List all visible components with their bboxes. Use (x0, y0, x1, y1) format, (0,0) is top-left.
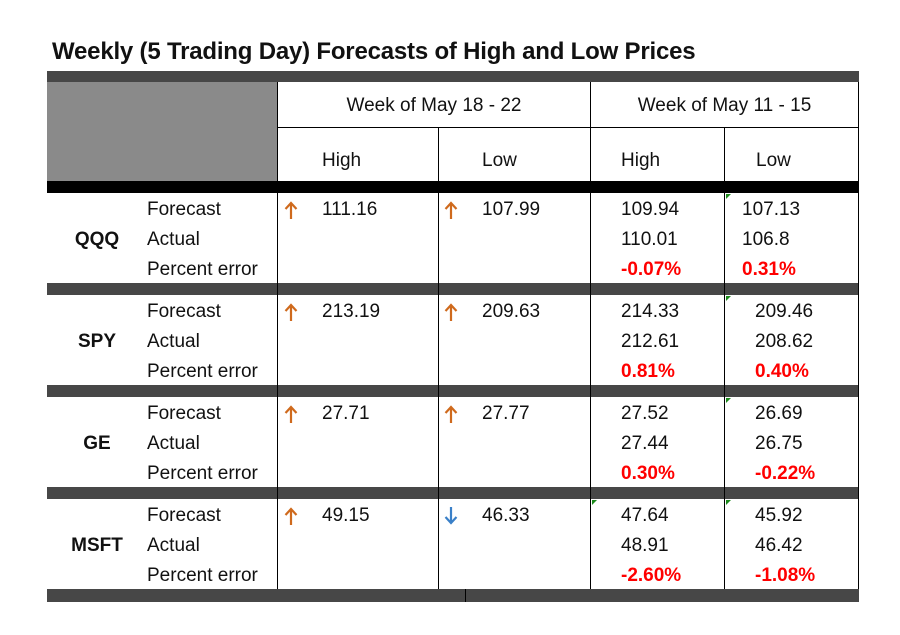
w2-high-forecast: 27.52 (621, 403, 669, 424)
w2-low-forecast: 45.92 (755, 505, 803, 526)
up-arrow-icon (444, 403, 458, 425)
w1-high-forecast: 49.15 (322, 505, 370, 526)
w2-high-actual: 212.61 (621, 331, 680, 352)
actual-label: Actual (147, 535, 200, 556)
w2-low-actual: 46.42 (755, 535, 803, 556)
ticker-label: GE (83, 433, 111, 454)
cell-indicator-icon (726, 296, 731, 301)
cell-indicator-icon (726, 398, 731, 403)
up-arrow-icon (284, 301, 298, 323)
group-separator (47, 283, 859, 295)
column-divider (724, 128, 725, 589)
header-gray-cell (47, 82, 277, 181)
table-top-bar (47, 71, 859, 82)
up-arrow-icon (444, 301, 458, 323)
w1-low-forecast: 209.63 (482, 301, 541, 322)
actual-label: Actual (147, 433, 200, 454)
table-bottom-bar (47, 589, 859, 602)
w1-high-header: High (322, 150, 362, 171)
column-divider (590, 82, 591, 589)
page-title: Weekly (5 Trading Day) Forecasts of High… (52, 38, 696, 65)
percent-error-label: Percent error (147, 361, 258, 382)
w2-low-forecast: 209.46 (755, 301, 814, 322)
w2-low-actual: 106.8 (742, 229, 790, 250)
up-arrow-icon (444, 199, 458, 221)
column-divider (277, 82, 278, 589)
w1-low-forecast: 107.99 (482, 199, 541, 220)
ticker-label: QQQ (74, 229, 120, 250)
w1-low-forecast: 46.33 (482, 505, 530, 526)
w1-high-forecast: 27.71 (322, 403, 370, 424)
w2-low-error: 0.40% (755, 361, 809, 382)
column-divider (438, 128, 439, 589)
w2-high-error: 0.81% (621, 361, 675, 382)
header-bottom-bar (47, 181, 859, 193)
w1-high-forecast: 111.16 (322, 199, 378, 220)
w2-high-forecast: 214.33 (621, 301, 680, 322)
percent-error-label: Percent error (147, 565, 258, 586)
w2-low-error: -0.22% (755, 463, 816, 484)
w2-high-error: -2.60% (621, 565, 682, 586)
group-separator (47, 487, 859, 499)
w2-low-actual: 208.62 (755, 331, 814, 352)
header-divider (277, 127, 859, 128)
w2-high-forecast: 47.64 (621, 505, 669, 526)
w2-low-error: -1.08% (755, 565, 816, 586)
w2-high-forecast: 109.94 (621, 199, 680, 220)
w1-low-forecast: 27.77 (482, 403, 530, 424)
w2-low-error: 0.31% (742, 259, 796, 280)
up-arrow-icon (284, 199, 298, 221)
down-arrow-icon (444, 505, 458, 527)
forecast-label: Forecast (147, 301, 221, 322)
w2-high-actual: 27.44 (621, 433, 669, 454)
forecast-label: Forecast (147, 403, 221, 424)
actual-label: Actual (147, 229, 200, 250)
ticker-label: MSFT (71, 535, 123, 556)
column-divider-tick (465, 589, 466, 602)
percent-error-label: Percent error (147, 259, 258, 280)
w2-high-header: High (621, 150, 661, 171)
w2-low-actual: 26.75 (755, 433, 803, 454)
w2-low-forecast: 26.69 (755, 403, 803, 424)
percent-error-label: Percent error (147, 463, 258, 484)
week1-header: Week of May 18 - 22 (346, 95, 522, 116)
forecast-label: Forecast (147, 199, 221, 220)
w2-low-header: Low (756, 150, 791, 171)
cell-indicator-icon (726, 194, 731, 199)
up-arrow-icon (284, 403, 298, 425)
forecast-label: Forecast (147, 505, 221, 526)
ticker-label: SPY (77, 331, 117, 352)
column-divider (858, 82, 859, 589)
w2-high-actual: 110.01 (621, 229, 678, 250)
w2-high-error: 0.30% (621, 463, 675, 484)
w1-high-forecast: 213.19 (322, 301, 381, 322)
cell-indicator-icon (726, 500, 731, 505)
group-separator (47, 385, 859, 397)
week2-header: Week of May 11 - 15 (637, 95, 812, 116)
w2-high-error: -0.07% (621, 259, 682, 280)
actual-label: Actual (147, 331, 200, 352)
forecast-table: Week of May 18 - 22 Week of May 11 - 15 … (47, 71, 859, 602)
cell-indicator-icon (592, 500, 597, 505)
up-arrow-icon (284, 505, 298, 527)
w1-low-header: Low (482, 150, 517, 171)
w2-high-actual: 48.91 (621, 535, 669, 556)
w2-low-forecast: 107.13 (742, 199, 801, 220)
